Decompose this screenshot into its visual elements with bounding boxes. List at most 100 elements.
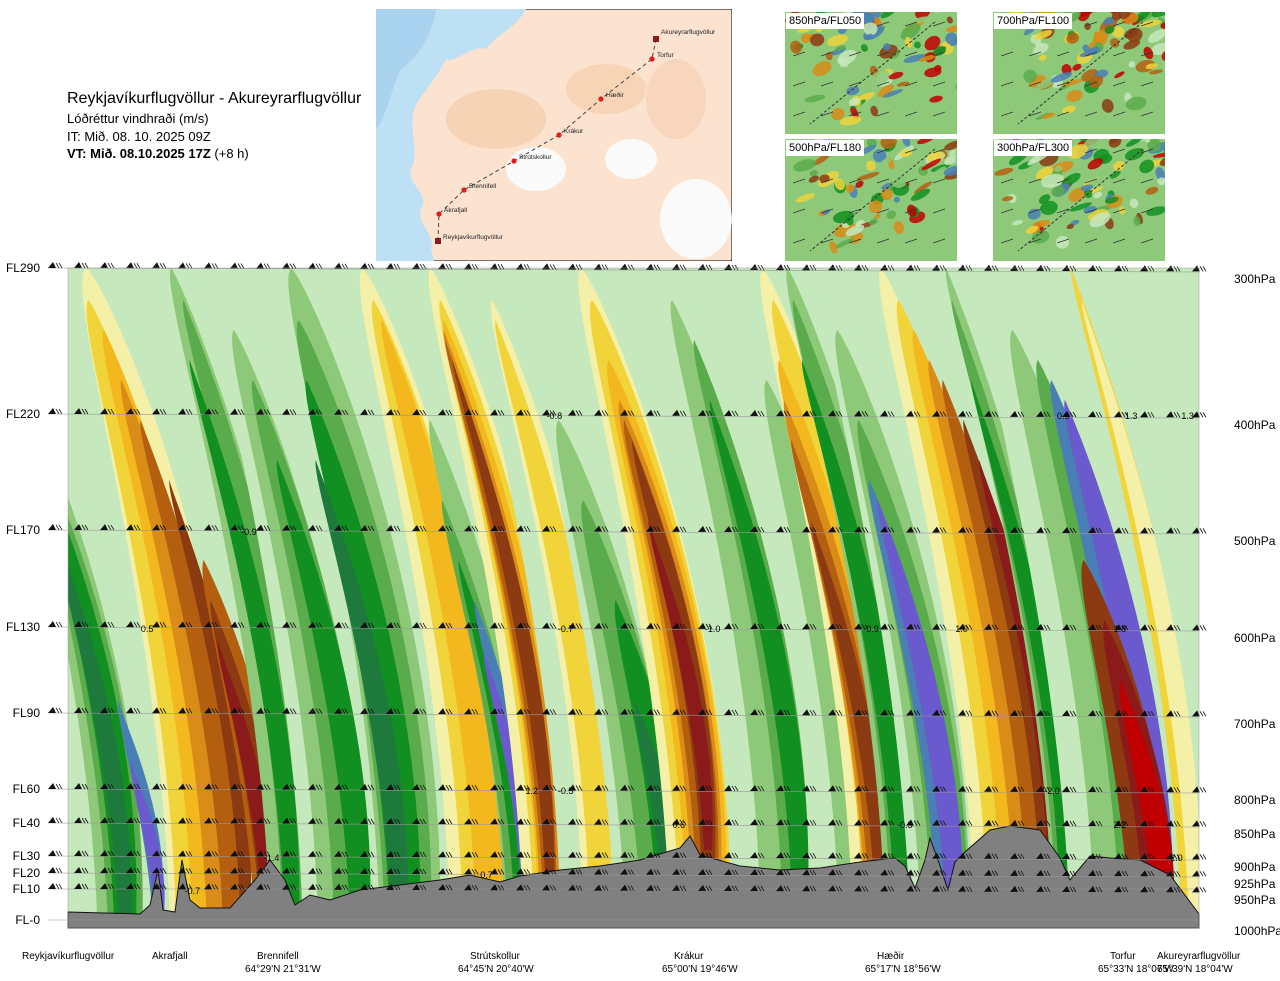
wind-barb <box>906 852 921 859</box>
station-name: Akureyrarflugvöllur <box>1157 951 1241 962</box>
waypoint-marker <box>556 132 562 138</box>
level-thumbnail[interactable]: 300hPa/FL300 <box>990 55 1208 261</box>
wind-barb <box>1192 853 1207 860</box>
wind-barb <box>516 884 531 891</box>
wind-barb <box>802 623 817 630</box>
wind-barb <box>620 784 635 791</box>
wind-barb <box>1192 710 1207 717</box>
level-thumbnail[interactable]: 700hPa/FL100 <box>993 0 1190 134</box>
value-label: 1.3 <box>1125 411 1138 421</box>
map-point-label: Akrafjall <box>444 207 468 214</box>
wind-barb <box>516 622 531 629</box>
wind-barb <box>932 819 947 826</box>
wind-barb <box>1088 886 1103 893</box>
wind-barb <box>152 524 167 531</box>
wind-barb <box>100 817 115 824</box>
value-label: -1.0 <box>705 624 721 634</box>
wind-barb <box>204 707 219 714</box>
wind-barb <box>516 525 531 532</box>
level-thumbnail[interactable]: 850hPa/FL050 <box>785 0 989 134</box>
wind-barb <box>776 819 791 826</box>
wind-barb <box>1088 527 1103 534</box>
wind-barb <box>698 851 713 859</box>
wind-barb <box>984 709 999 716</box>
wind-barb <box>1166 710 1181 717</box>
value-label: 1.2 <box>525 786 538 796</box>
wind-barb <box>230 867 245 874</box>
pressure-level-label: 400hPa <box>1234 418 1276 432</box>
map-point-label: Hæðir <box>606 91 625 99</box>
wind-barb <box>672 784 687 792</box>
wind-barb <box>1036 410 1051 418</box>
map-point-label: Brennifell <box>469 183 497 190</box>
pressure-level-label: 850hPa <box>1234 827 1276 841</box>
wind-barb <box>984 410 999 417</box>
wind-barb <box>958 869 973 876</box>
wind-barb <box>1166 411 1181 418</box>
wind-barb <box>802 852 817 859</box>
wind-barb <box>698 784 713 792</box>
thumbnail-label: 500hPa/FL180 <box>786 140 865 156</box>
wind-barb <box>386 621 401 629</box>
wind-barb <box>152 707 167 714</box>
wind-barb <box>594 868 609 875</box>
wind-barb <box>906 526 921 533</box>
wind-barb <box>958 819 973 826</box>
wind-barb <box>854 885 869 892</box>
level-line <box>47 822 1200 828</box>
wind-barb <box>100 783 115 790</box>
contour-band <box>709 400 809 900</box>
wind-barb <box>646 622 661 629</box>
wind-barb <box>594 784 609 791</box>
wind-barb <box>152 883 167 890</box>
contour-band <box>120 380 234 928</box>
wind-barb <box>256 817 271 824</box>
pressure-level-label: 900hPa <box>1234 860 1276 874</box>
thumbnail-field <box>785 0 989 134</box>
wind-barb <box>386 707 401 715</box>
wind-barb <box>698 708 713 716</box>
wind-barb <box>776 785 791 792</box>
wind-barb <box>1166 527 1181 534</box>
wind-barb <box>1062 869 1077 877</box>
flight-level-label: FL290 <box>5 261 40 275</box>
pressure-level-label: 600hPa <box>1234 631 1276 645</box>
level-thumbnail[interactable]: 500hPa/FL180 <box>785 30 997 261</box>
wind-barb <box>698 263 713 271</box>
terrain <box>67 825 1200 929</box>
wind-barb <box>672 868 687 876</box>
wind-barb <box>828 852 843 859</box>
wind-barb <box>438 525 453 532</box>
wind-barb <box>568 851 583 858</box>
wind-barb <box>750 623 765 630</box>
wind-barb <box>776 852 791 859</box>
wind-barb <box>1192 786 1207 793</box>
wind-barb <box>230 262 245 269</box>
wind-barb <box>204 817 219 824</box>
level-line <box>47 529 1200 535</box>
wind-barb <box>48 407 63 415</box>
wind-barb <box>984 885 999 892</box>
wind-barb <box>490 818 505 825</box>
wind-barb <box>984 819 999 826</box>
contour-band <box>315 460 409 928</box>
wind-barb <box>542 525 557 532</box>
wind-barb <box>568 708 583 715</box>
issue-time: IT: Mið. 08. 10. 2025 09Z <box>67 129 211 144</box>
flight-level-label: FL90 <box>12 706 40 720</box>
wind-barb <box>412 851 427 858</box>
wind-barb <box>74 262 89 269</box>
wind-barb <box>1010 852 1025 860</box>
wind-barb <box>126 621 141 628</box>
wind-barb <box>1088 820 1103 827</box>
wind-barb <box>412 708 427 715</box>
contour-band <box>381 320 505 920</box>
wind-barb <box>1140 870 1155 877</box>
wind-barb <box>386 817 401 825</box>
wind-barb <box>1114 886 1129 893</box>
wind-barb <box>646 525 661 532</box>
waypoint-marker <box>461 187 467 193</box>
contour-band <box>1081 300 1199 928</box>
wind-barb <box>828 885 843 892</box>
wind-barb <box>672 708 687 716</box>
